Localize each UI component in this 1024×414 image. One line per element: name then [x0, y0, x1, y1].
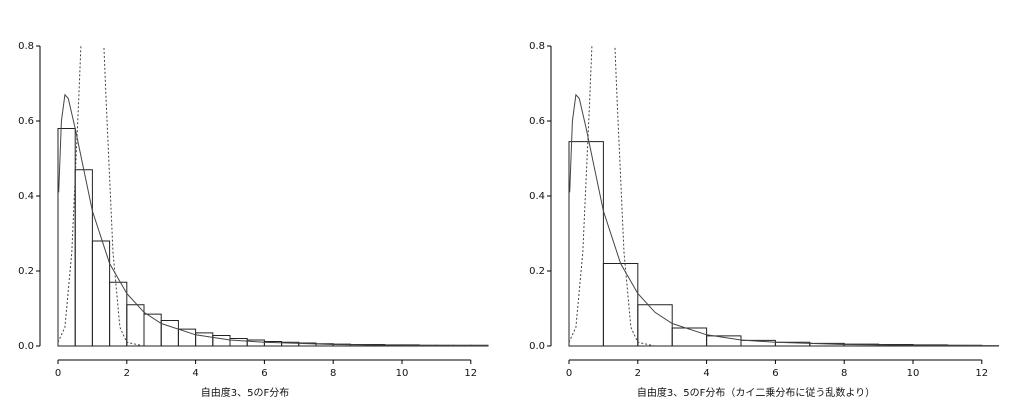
x-axis-label: 自由度3、5のF分布 — [201, 386, 289, 399]
x-tick-label: 4 — [703, 368, 709, 379]
bar — [637, 304, 673, 347]
y-tick-label: 0.8 — [18, 41, 34, 52]
x-tick-label: 12 — [975, 368, 988, 379]
density-curve — [569, 93, 1000, 347]
bar — [602, 263, 639, 347]
density-curve — [57, 46, 145, 347]
bar — [109, 281, 128, 347]
density-curve — [568, 46, 656, 347]
y-tick-label: 0.2 — [529, 266, 545, 277]
x-tick-label: 0 — [566, 368, 572, 379]
y-tick-label: 0.0 — [529, 341, 545, 352]
x-tick-label: 6 — [772, 368, 778, 379]
plot-area — [568, 46, 1000, 347]
y-tick-label: 0.4 — [529, 191, 545, 202]
bar — [229, 338, 248, 347]
plot: 0.0 0.2 0.4 0.6 0.8 0 2 4 6 8 10 12 自由度3、5のF分布 — [18, 41, 489, 399]
x-tick-label: 4 — [192, 368, 198, 379]
density-curve — [58, 93, 489, 347]
y-tick-label: 0.0 — [18, 341, 34, 352]
plot: 0.0 0.2 0.4 0.6 0.8 0 2 4 6 8 10 12 自由度3、5のF分布（カイ二乗分… — [529, 41, 1000, 399]
x-tick-label: 8 — [330, 368, 336, 379]
bar — [57, 128, 76, 347]
bar — [126, 304, 145, 347]
x-tick-label: 10 — [396, 368, 409, 379]
x-tick-label: 6 — [261, 368, 267, 379]
x-tick-label: 0 — [55, 368, 61, 379]
x-axis-label: 自由度3、5のF分布（カイ二乗分布に従う乱数より） — [637, 386, 875, 399]
bar — [671, 327, 708, 347]
bar — [212, 335, 231, 347]
x-tick-label: 8 — [841, 368, 847, 379]
x-tick-label: 12 — [464, 368, 477, 379]
bar — [568, 141, 604, 347]
y-tick-label: 0.6 — [18, 116, 34, 127]
y-tick-label: 0.8 — [529, 41, 545, 52]
bar — [143, 313, 162, 347]
y-tick-label: 0.6 — [529, 116, 545, 127]
x-tick-label: 10 — [907, 368, 920, 379]
plot-area — [57, 46, 489, 347]
y-tick-label: 0.2 — [18, 266, 34, 277]
bar — [74, 169, 93, 347]
y-tick-label: 0.4 — [18, 191, 34, 202]
x-tick-label: 2 — [124, 368, 130, 379]
x-tick-label: 2 — [635, 368, 641, 379]
